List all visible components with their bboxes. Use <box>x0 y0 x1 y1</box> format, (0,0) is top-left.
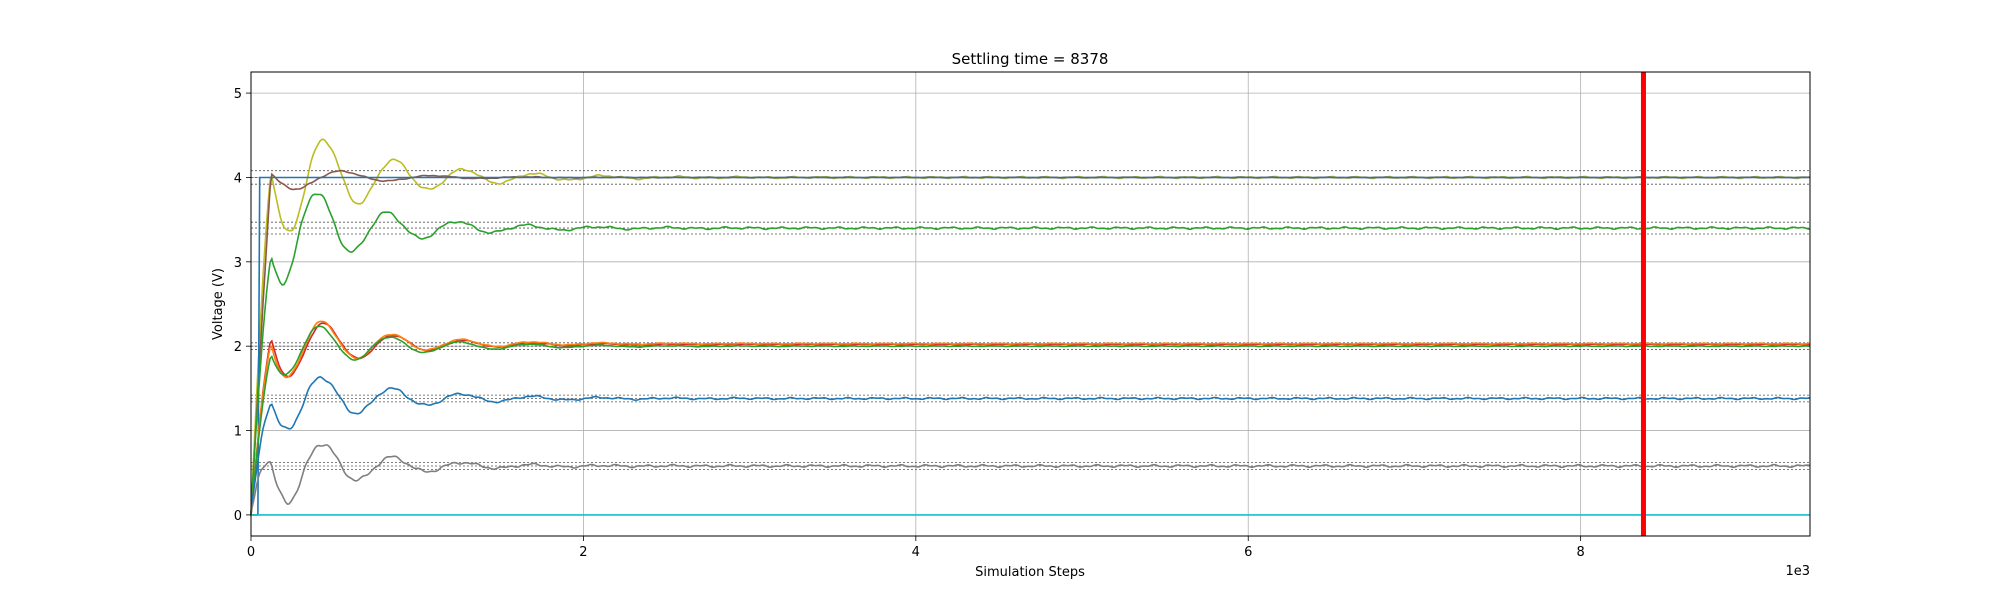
x-tick-label: 8 <box>1576 545 1584 560</box>
series-line <box>250 322 1811 516</box>
y-tick-label: 4 <box>234 171 242 186</box>
series-line <box>251 176 1810 516</box>
plot-frame <box>250 71 1811 537</box>
y-tick-label: 5 <box>234 87 242 102</box>
y-axis-label: Voltage (V) <box>211 268 226 340</box>
tick-layer: 0 2 4 6 8 0 1 2 3 4 5 <box>234 87 1585 560</box>
y-tick-label: 0 <box>234 509 242 524</box>
series-line <box>250 138 1811 515</box>
series-layer <box>250 138 1811 517</box>
series-line <box>250 325 1810 516</box>
series-line <box>250 320 1810 517</box>
y-tick-label: 1 <box>234 425 242 440</box>
series-line <box>250 193 1811 516</box>
y-tick-label: 2 <box>234 340 242 355</box>
x-tick-label: 2 <box>579 545 587 560</box>
x-tick-label: 6 <box>1244 545 1252 560</box>
x-axis-offset-label: 1e3 <box>1785 564 1810 579</box>
chart-title: Settling time = 8378 <box>952 50 1109 68</box>
x-axis-label: Simulation Steps <box>975 565 1085 580</box>
series-line <box>250 376 1811 513</box>
x-tick-label: 4 <box>912 545 920 560</box>
x-tick-label: 0 <box>247 545 255 560</box>
series-line <box>250 444 1811 513</box>
y-tick-label: 3 <box>234 256 242 271</box>
reference-levels <box>251 170 1810 470</box>
